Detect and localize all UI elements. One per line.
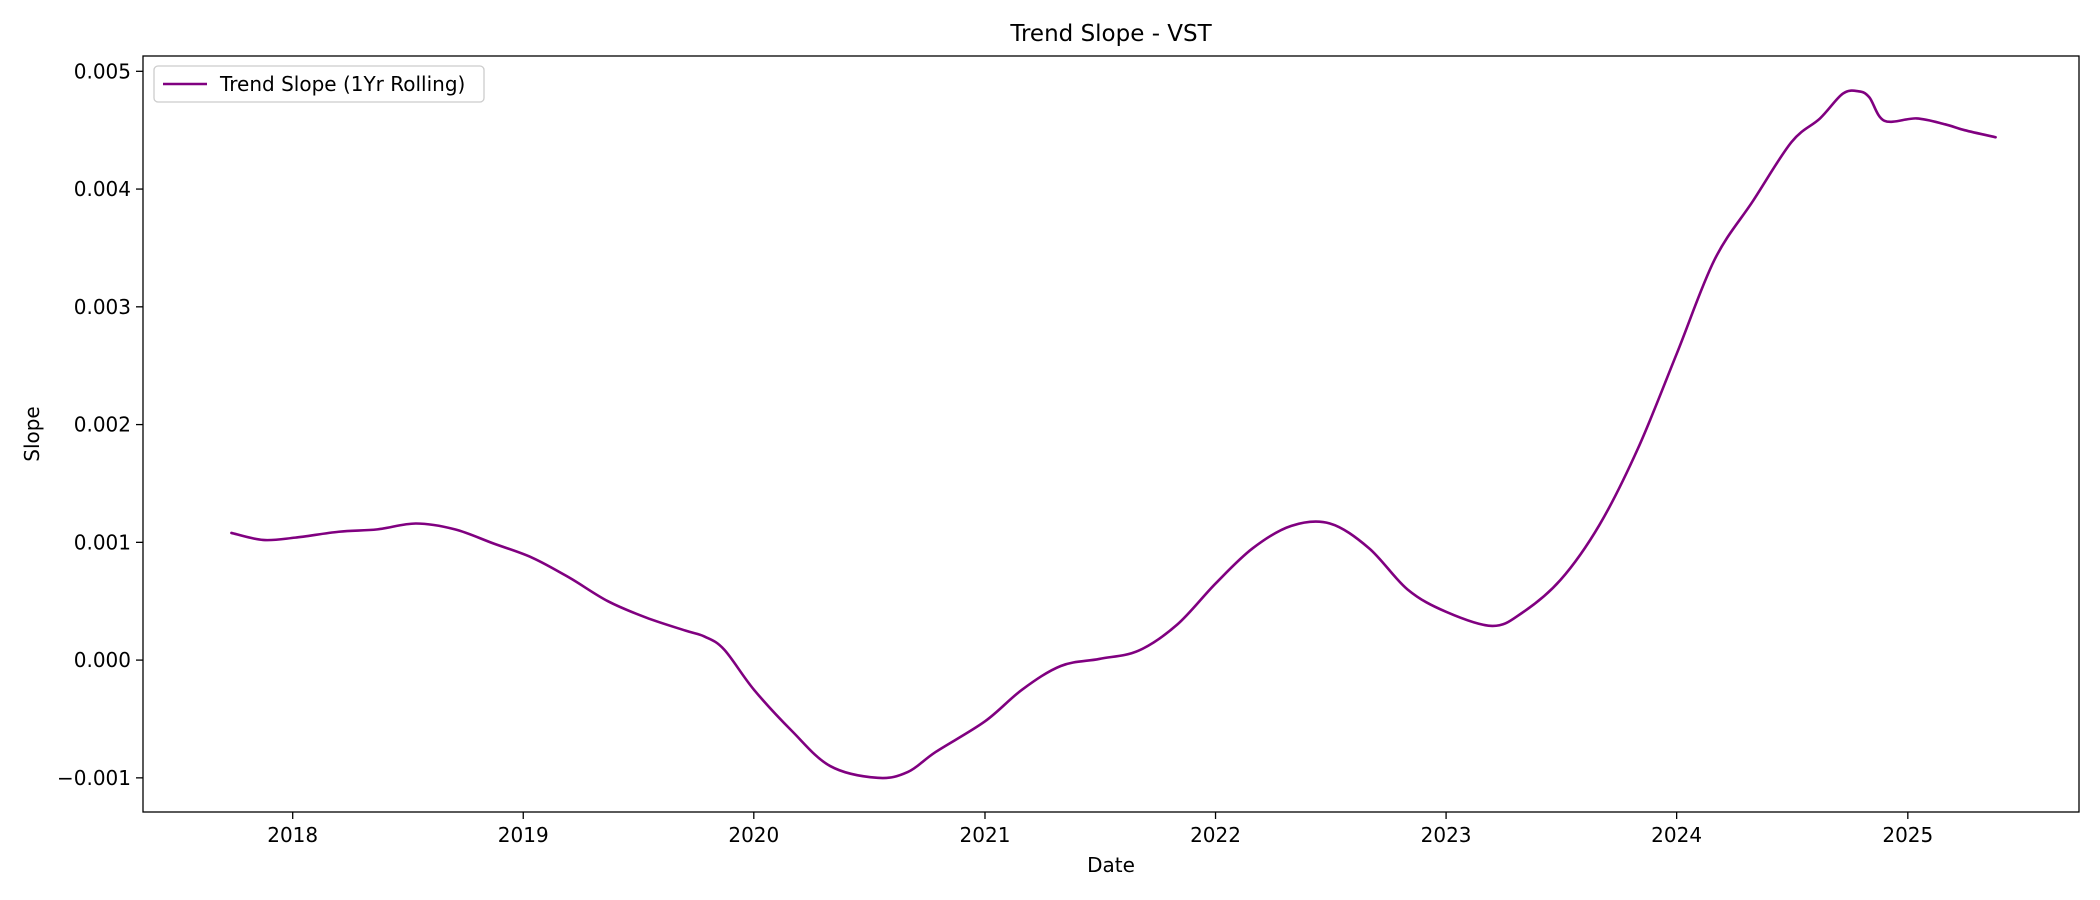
legend-box: [153, 65, 485, 103]
y-tick-label: 0.001: [74, 530, 131, 554]
y-axis: −0.001 0.000 0.001 0.002 0.003 0.004 0.005: [57, 59, 143, 790]
y-axis-label: Slope: [20, 406, 44, 462]
y-tick-label: 0.004: [74, 177, 131, 201]
x-tick-label: 2023: [1421, 823, 1472, 847]
x-tick-label: 2021: [960, 823, 1011, 847]
x-tick-label: 2018: [267, 823, 318, 847]
x-tick-label: 2024: [1651, 823, 1702, 847]
x-tick-label: 2022: [1190, 823, 1241, 847]
chart-title: Trend Slope - VST: [1009, 21, 1212, 47]
plot-frame: [142, 55, 2080, 813]
x-tick-label: 2019: [498, 823, 549, 847]
series-layer: [230, 89, 1997, 780]
y-tick-label: 0.005: [74, 59, 131, 83]
plot-area: [142, 55, 2080, 813]
y-tick-label: 0.000: [74, 648, 131, 672]
series-line-trend-slope: [230, 89, 1997, 780]
legend-label-trend-slope: Trend Slope (1Yr Rolling): [219, 72, 465, 96]
x-tick-label: 2025: [1882, 823, 1933, 847]
x-tick-label: 2020: [728, 823, 779, 847]
x-axis-label: Date: [1087, 853, 1135, 877]
y-tick-label: −0.001: [57, 766, 131, 790]
x-axis: 2018 2019 2020 2021 2022 2023 2024 2025: [267, 812, 1933, 847]
y-tick-label: 0.002: [74, 413, 131, 437]
y-tick-label: 0.003: [74, 295, 131, 319]
legend: Trend Slope (1Yr Rolling): [153, 65, 485, 103]
